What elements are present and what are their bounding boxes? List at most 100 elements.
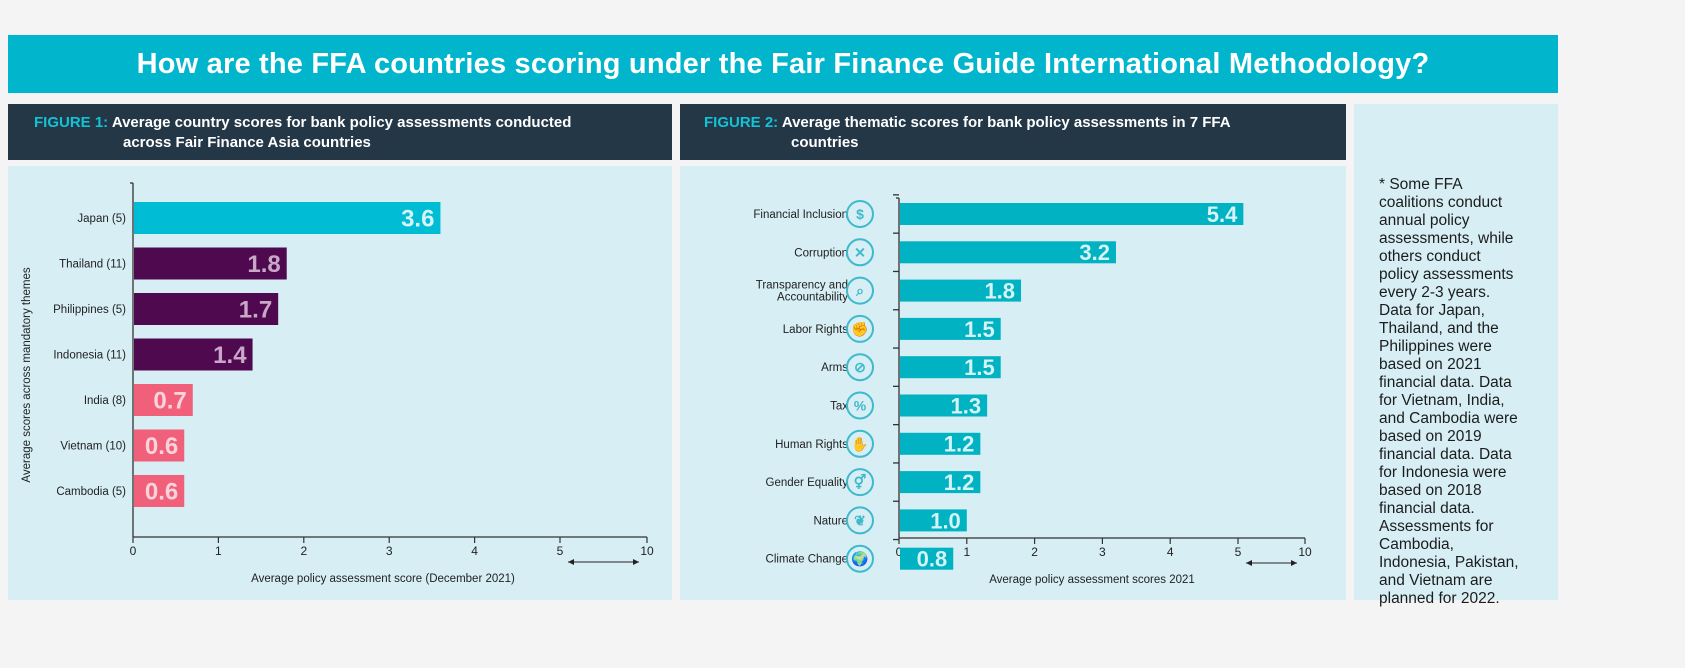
x-tick-label: 4 [1167,545,1174,559]
category-label: Accountability [777,292,848,304]
footnote-line: others conduct [1379,248,1481,265]
bar [900,394,988,417]
bar-value-label: 0.6 [145,433,178,460]
figure1-panel [8,166,672,600]
x-tick-label: 10 [1298,545,1312,559]
category-label: Labor Rights [783,324,848,336]
labor-rights-icon [846,314,874,343]
gender-equality-icon-glyph: ⚥ [854,473,867,490]
x-tick-label: 0 [130,544,137,558]
bar [900,509,967,532]
category-label: Climate Change [766,554,848,566]
footnote-line: Indonesia, Pakistan, [1379,554,1519,571]
bar [134,384,193,416]
corruption-icon [846,238,874,267]
bar-value-label: 1.5 [964,317,995,342]
footnote-line: financial data. [1379,500,1475,517]
figure2-title-line1: Average thematic scores for bank policy … [781,114,1231,131]
arms-icon [846,353,874,382]
footnote-line: and Vietnam are [1379,572,1493,589]
bar-value-label: 1.5 [964,355,995,380]
figure2-title-line2: countries [791,134,859,151]
footnote-line: Cambodia, [1379,536,1454,553]
category-label: Philippines (5) [53,304,126,316]
bar [134,338,253,371]
footnote-line: for Vietnam, India, [1379,392,1505,409]
footnote-line: annual policy [1379,212,1470,229]
footnote-line: Philippines were [1379,338,1492,355]
category-label: Japan (5) [77,213,126,225]
nature-icon [846,506,874,535]
footnote-line: Assessments for [1379,518,1494,535]
figure1-title-line2: across Fair Finance Asia countries [123,134,371,151]
footnote-line: coalitions conduct [1379,194,1503,211]
footnote-line: based on 2019 [1379,428,1482,445]
arrow-left-icon [1246,560,1252,566]
figure2-header: FIGURE 2: Average thematic scores for ba… [680,104,1346,160]
category-label: Gender Equality [766,477,849,489]
footnote-line: policy assessments [1379,266,1514,283]
footnote-line: and Cambodia were [1379,410,1518,427]
footnote-line: every 2-3 years. [1379,284,1491,301]
bar [134,293,279,325]
climate-change-icon-glyph: 🌍 [851,551,868,568]
bar-value-label: 3.2 [1079,240,1110,265]
x-tick-label: 0 [896,545,903,559]
labor-rights-icon-glyph: ✊ [851,321,868,338]
category-label: Indonesia (11) [53,350,126,362]
bar-value-label: 1.3 [951,393,982,418]
footnote-text: * Some FFA coalitions conduct annual polic… [1379,176,1519,608]
category-label: Nature [813,515,848,527]
bar [900,203,1244,225]
bar [900,317,1001,340]
bar-value-label: 1.4 [213,342,247,369]
footnote-line: financial data. Data [1379,446,1512,463]
footnote-line: Data for Japan, [1379,302,1485,319]
bar [134,247,287,280]
bar-value-label: 1.0 [930,508,961,533]
figure1-label: FIGURE 1: [34,114,109,131]
category-label: Cambodia (5) [56,486,126,498]
footnote-line: for Indonesia were [1379,464,1507,481]
bar-value-label: 1.2 [944,470,975,495]
bar [900,547,954,570]
footnote-line: assessments, while [1379,230,1514,247]
category-label: Thailand (11) [59,259,126,271]
x-tick-label: 10 [640,544,654,558]
bar-value-label: 1.2 [944,432,975,457]
footnote-panel: * Some FFA coalitions conduct annual polic… [1354,104,1558,607]
human-rights-icon-glyph: ✋ [851,436,868,452]
bar [900,432,981,455]
footnote-line: financial data. Data [1379,374,1512,391]
bar [134,475,185,507]
category-label: Arms [821,362,848,374]
bar-value-label: 1.8 [247,251,280,278]
transparency-icon [846,276,874,305]
bar [134,202,441,234]
arrow-right-icon [633,559,639,565]
x-axis-label: Average policy assessment score (Decembe… [251,573,515,585]
x-axis-label: Average policy assessment scores 2021 [989,574,1195,586]
footnote-line: planned for 2022. [1379,590,1500,607]
bar [900,471,981,494]
x-tick-label: 1 [963,545,970,559]
category-label: Vietnam (10) [60,441,126,453]
financial-inclusion-icon-glyph: $ [856,206,864,222]
x-tick-label: 1 [215,544,222,558]
human-rights-icon [846,429,874,458]
gender-equality-icon [846,468,874,497]
arrow-right-icon [1291,560,1297,566]
figure1-header: FIGURE 1: Average country scores for ban… [8,104,672,160]
category-label: Corruption [794,247,848,259]
x-tick-label: 4 [471,544,478,558]
category-label: Tax [830,401,848,413]
category-label: India (8) [84,395,126,407]
bar-value-label: 0.6 [145,479,178,506]
page-title: How are the FFA countries scoring under … [8,35,1558,93]
footnote-line: * Some FFA [1379,176,1463,193]
bar [900,356,1001,379]
arrow-left-icon [568,559,574,565]
bar-value-label: 5.4 [1207,202,1238,227]
bar-value-label: 0.8 [917,547,948,572]
corruption-icon-glyph: ✕ [854,244,866,260]
